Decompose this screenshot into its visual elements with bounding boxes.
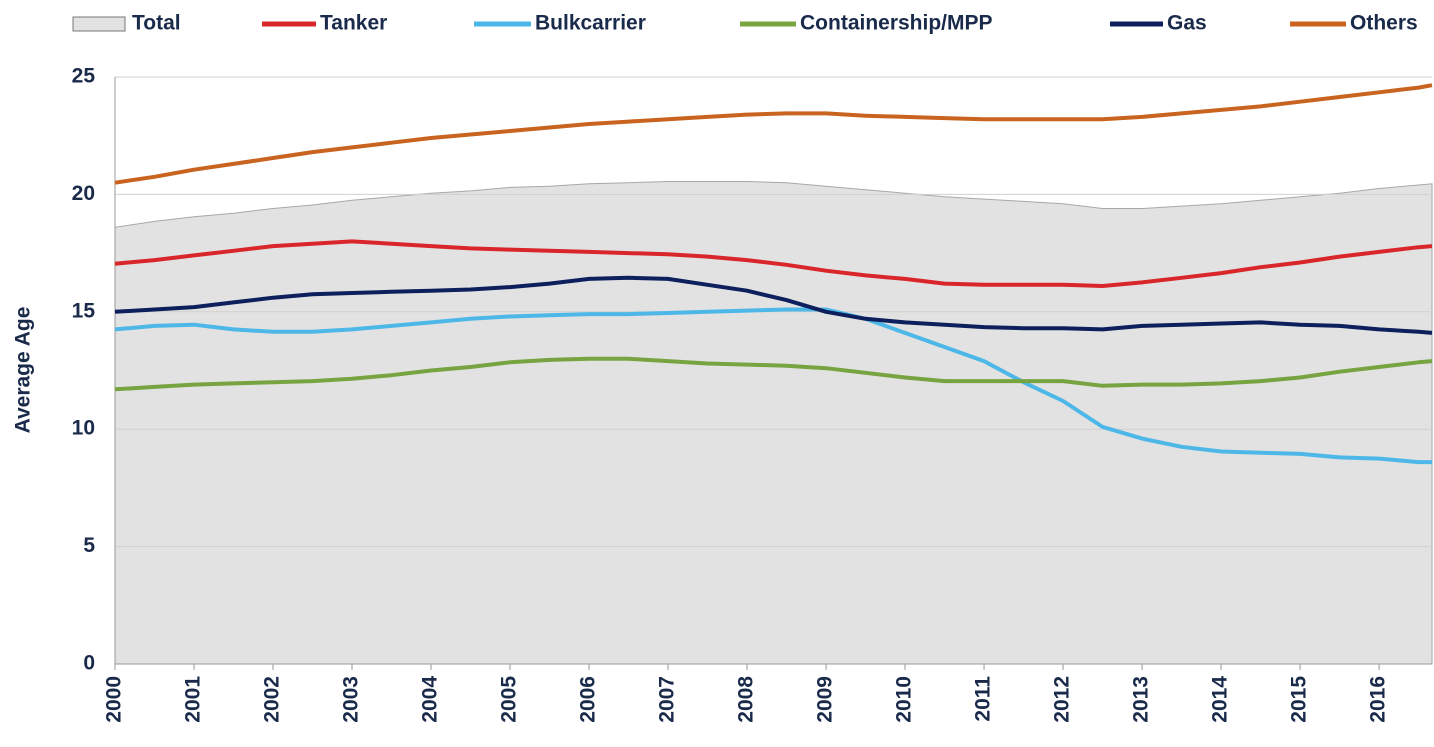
line [114, 307, 1432, 465]
legend-label: Gas [1167, 12, 1207, 35]
x-tick-label: 2013 [1130, 676, 1153, 723]
y-axis-label: Average Age [12, 307, 35, 434]
legend-label: Bulkcarrier [535, 12, 646, 35]
x-tick-label: 2001 [182, 676, 205, 723]
y-tick-label: 20 [72, 182, 95, 205]
x-tick-label: 2008 [735, 676, 758, 723]
x-tick-label: 2007 [656, 676, 679, 723]
x-tick-label: 2016 [1367, 676, 1390, 723]
legend-swatch [72, 16, 126, 32]
line [114, 275, 1433, 335]
x-tick-label: 2012 [1051, 676, 1074, 723]
y-tick-label: 0 [83, 652, 95, 675]
area [114, 181, 1433, 665]
y-tick-label: 25 [72, 65, 96, 88]
x-tick-label: 2010 [893, 676, 916, 723]
x-tick-label: 2014 [1209, 676, 1232, 723]
x-tick-label: 2000 [103, 676, 126, 723]
x-tick-label: 2011 [972, 676, 995, 722]
legend-label: Tanker [320, 12, 387, 35]
legend-label: Total [132, 12, 181, 35]
y-tick-label: 5 [83, 534, 95, 557]
x-tick-label: 2003 [340, 676, 363, 723]
x-tick-label: 2006 [577, 676, 600, 723]
legend-label: Others [1350, 12, 1418, 35]
line [114, 356, 1433, 392]
y-tick-label: 10 [72, 417, 95, 440]
legend-label: Containership/MPP [800, 12, 993, 35]
x-tick-label: 2015 [1288, 676, 1311, 723]
y-tick-label: 15 [72, 299, 96, 322]
x-tick-label: 2005 [498, 676, 521, 723]
x-tick-label: 2002 [261, 676, 284, 723]
x-tick-label: 2004 [419, 676, 442, 723]
line [114, 239, 1433, 288]
x-tick-label: 2009 [814, 676, 837, 723]
line [114, 83, 1433, 185]
